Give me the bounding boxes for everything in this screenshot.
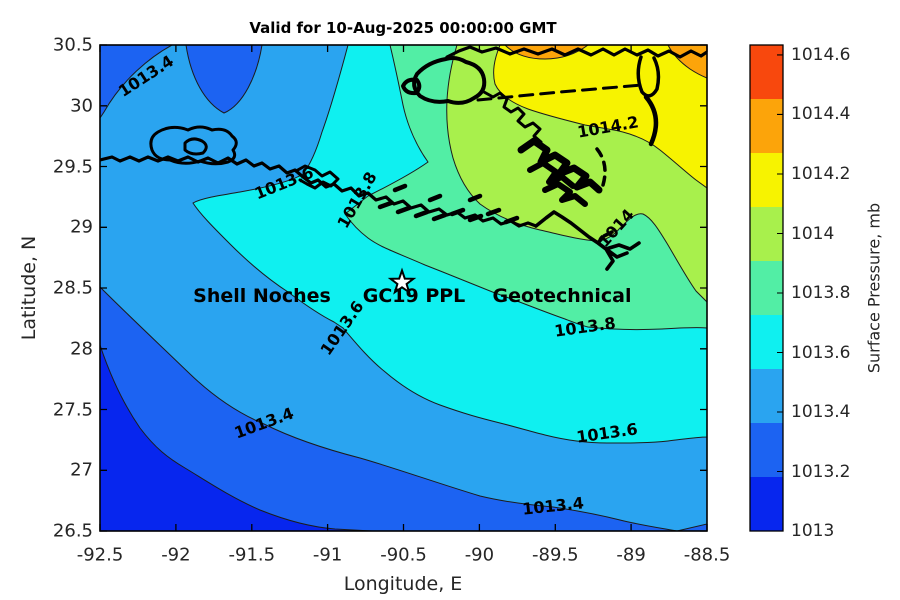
coastline-lake-pontchartrain (401, 56, 487, 105)
coastline-mississippi-river-delta (534, 210, 641, 271)
cb-band-1014.6 (750, 45, 783, 99)
coastline-rigolets-channels (482, 90, 543, 144)
cb-tick-label: 1014 (791, 223, 835, 244)
coastline-stbernard-marsh-2 (527, 160, 588, 207)
colorbar (749, 44, 784, 532)
y-tick-label: 29 (70, 216, 93, 238)
band-1013.2-bottomright-corner (676, 523, 707, 531)
cb-band-1013.6 (750, 315, 783, 369)
y-tick-label: 30.5 (52, 34, 93, 56)
cb-band-1013.4 (750, 369, 783, 423)
cb-tick-label: 1013 (791, 521, 835, 541)
x-tick-label: -92.5 (76, 544, 124, 566)
x-tick-label: -89.5 (532, 544, 579, 566)
band-1014.2-1014.4 (493, 45, 707, 189)
cb-tick-label: 1013.6 (791, 342, 851, 363)
site-label-gc19-ppl: GC19 PPL (362, 285, 466, 307)
x-tick-label: -90 (464, 544, 495, 566)
axes-box (99, 44, 708, 532)
colorbar-border (749, 44, 784, 532)
cb-band-1014.2 (750, 153, 783, 207)
cb-band-1013.2 (750, 423, 783, 477)
y-tick-label: 27.5 (52, 399, 93, 420)
x-tick-label: -89 (616, 544, 646, 566)
cb-tick-label: 1014.2 (791, 164, 851, 184)
band-1013.2-topleft-lobe (185, 45, 263, 114)
coastline-mobile-point-arc (643, 94, 659, 147)
plot-title: Valid for 10-Aug-2025 00:00:00 GMT (249, 19, 557, 37)
site-label-geotechnical: Geotechnical (492, 285, 632, 307)
coastline-barrier-islands (476, 83, 644, 102)
x-tick-label: -92 (161, 544, 191, 566)
y-tick-label: 28 (70, 338, 93, 360)
cb-tick-label: 1013.4 (791, 402, 851, 422)
x-axis-title: Longitude, E (343, 573, 463, 595)
coastline-mobile-bay (636, 55, 661, 98)
cb-band-1014.4 (750, 99, 783, 153)
x-tick-label: -91.5 (228, 544, 276, 566)
cb-tick-label: 1013.8 (791, 283, 851, 303)
coastline-stbernard-marsh (517, 137, 603, 194)
cb-band-1013.8 (750, 261, 783, 315)
site-label-shell-noches: Shell Noches (193, 285, 331, 307)
cb-tick-label: 1014.6 (791, 44, 851, 65)
x-tick-label: -90.5 (380, 544, 427, 566)
y-tick-label: 29.5 (52, 156, 93, 177)
coastline-marsh-speckles (377, 183, 520, 225)
site-star-marker (387, 267, 417, 295)
cb-tick-label: 1014.4 (791, 104, 851, 125)
y-tick-label: 28.5 (52, 277, 93, 299)
coastline (100, 45, 707, 271)
x-tick-label: -88.5 (683, 544, 731, 566)
coastline-mississippi-alabama-shore (445, 45, 707, 59)
y-tick-label: 27 (70, 459, 93, 481)
coastline-western-lakes (149, 125, 238, 166)
cb-band-1013 (750, 477, 783, 531)
band-1013-bottomleft (100, 344, 373, 531)
y-axis-title: Latitude, N (18, 235, 40, 341)
cb-tick-label: 1013.2 (791, 461, 851, 482)
band-1013.2-bottom (100, 286, 678, 531)
x-tick-label: -91 (312, 544, 343, 566)
band-1013.2-topleft-wedge (100, 45, 173, 119)
contour-band-fills (100, 45, 707, 531)
coastline-chandeleur-islands (595, 147, 607, 187)
y-tick-label: 30 (70, 95, 93, 117)
colorbar-title: Surface Pressure, mb (864, 202, 884, 374)
coastline-atchafalaya-bays (294, 164, 340, 190)
y-tick-label: 26.5 (52, 520, 93, 542)
